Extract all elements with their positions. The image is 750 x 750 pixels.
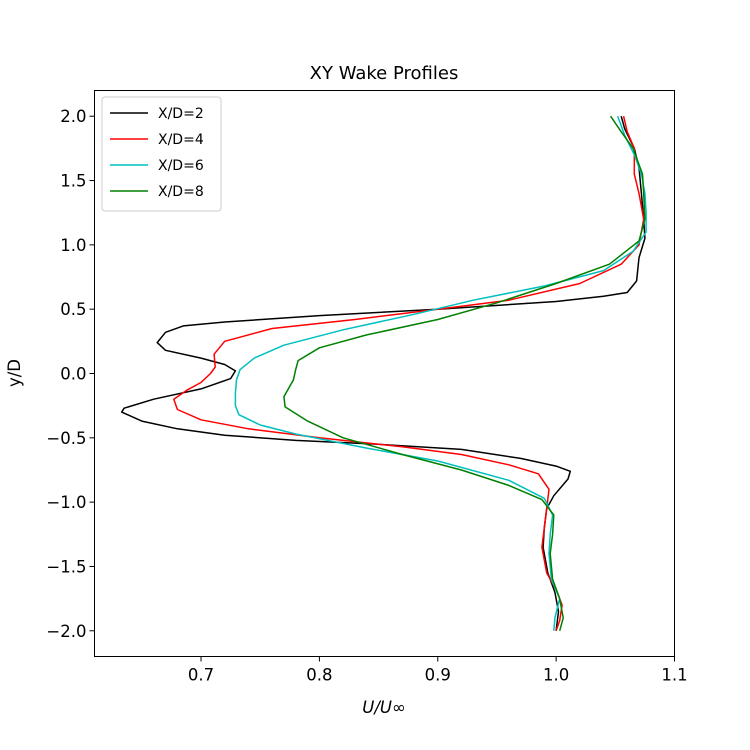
y-tick-label: −1.5 (46, 557, 86, 576)
y-tick-label: 0.5 (60, 300, 86, 319)
legend-label: X/D=6 (158, 158, 204, 174)
series-line-2 (173, 116, 645, 632)
legend-label: X/D=2 (158, 106, 204, 122)
x-axis-ticks: 0.7 0.8 0.9 1.0 1.1 (188, 656, 688, 685)
x-tick-label: 1.1 (661, 666, 687, 685)
y-tick-label: −0.5 (46, 429, 86, 448)
series-line-4 (283, 115, 646, 631)
legend-box (101, 96, 222, 212)
y-tick-label: −1.0 (46, 493, 86, 512)
chart-title: XY Wake Profiles (310, 63, 459, 84)
y-axis-ticks: 2.0 1.5 1.0 0.5 0.0 −0.5 −1.0 −1.5 −2.0 (46, 107, 95, 641)
y-tick-label: 0.0 (60, 365, 86, 384)
y-tick-label: 2.0 (60, 107, 86, 126)
series-line-3 (234, 115, 647, 631)
plot-lines (120, 115, 647, 632)
y-tick-label: 1.5 (60, 172, 86, 191)
x-tick-label: 0.8 (306, 666, 332, 685)
plot-frame (94, 90, 675, 657)
series-line-1 (120, 115, 646, 631)
legend: X/D=2 X/D=4 X/D=6 X/D=8 (101, 96, 222, 212)
legend-label: X/D=4 (158, 132, 204, 148)
x-tick-label: 1.0 (543, 666, 569, 685)
y-tick-label: 1.0 (60, 236, 86, 255)
y-axis-label: y/D (5, 359, 24, 387)
x-tick-label: 0.9 (425, 666, 451, 685)
x-axis-label: U/U∞ (362, 698, 405, 717)
y-tick-label: −2.0 (46, 622, 86, 641)
x-tick-label: 0.7 (188, 666, 214, 685)
legend-label: X/D=8 (158, 184, 204, 200)
